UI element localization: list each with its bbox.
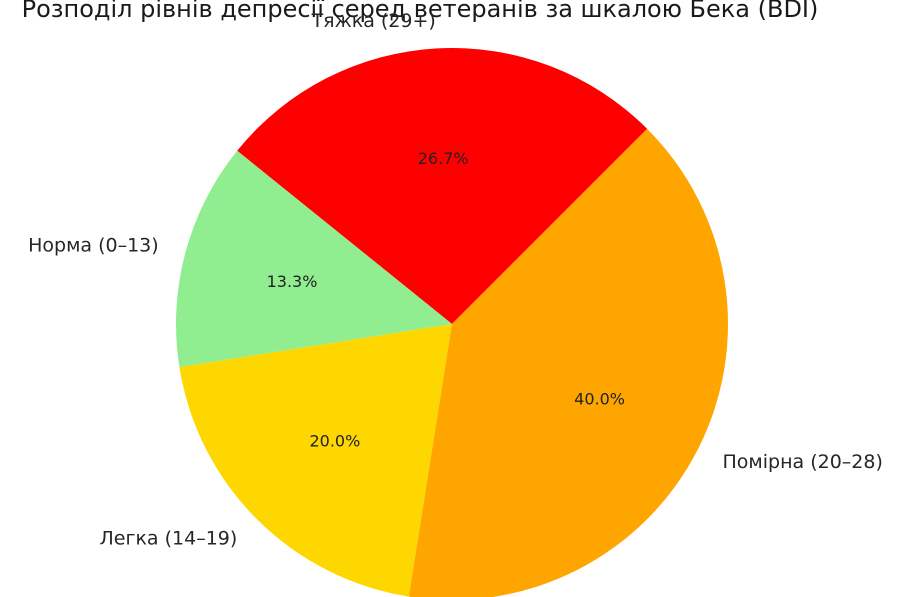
pie-category-label-1: Норма (0–13): [28, 235, 159, 257]
pie-labels: 26.7% Тяжка (29+) 13.3% Норма (0–13) 20.0% Ле…: [28, 10, 883, 550]
pie-pct-label-0: 26.7%: [418, 149, 469, 168]
pie-slice-0: [237, 48, 648, 324]
pie-pct-label-3: 40.0%: [574, 390, 625, 409]
pie-slice-1: [176, 150, 453, 368]
pie-category-label-3: Помірна (20–28): [723, 451, 883, 473]
pie-slices: [176, 48, 728, 597]
pie-category-label-0: Тяжка (29+): [311, 10, 436, 32]
pie-slice-2: [179, 324, 452, 597]
chart-title: Розподіл рівнів депресії серед ветеранів…: [22, 0, 819, 23]
pie-pct-label-1: 13.3%: [267, 272, 318, 291]
pie-slice-3: [408, 128, 728, 597]
pie-pct-label-2: 20.0%: [309, 432, 360, 451]
pie-category-label-2: Легка (14–19): [100, 528, 238, 550]
